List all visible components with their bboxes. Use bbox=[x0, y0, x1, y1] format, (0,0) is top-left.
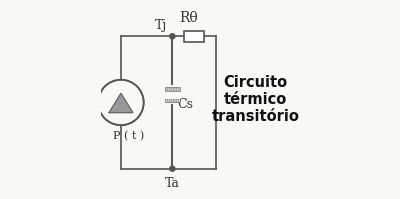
Text: Rθ: Rθ bbox=[180, 12, 198, 25]
Bar bbox=[165, 87, 180, 91]
Circle shape bbox=[170, 166, 175, 171]
Text: Ta: Ta bbox=[165, 177, 180, 190]
Text: Cs: Cs bbox=[177, 98, 193, 111]
Text: Circuito
térmico
transitório: Circuito térmico transitório bbox=[211, 75, 299, 124]
Circle shape bbox=[170, 34, 175, 39]
Polygon shape bbox=[109, 93, 133, 113]
Text: P ( t ): P ( t ) bbox=[113, 131, 144, 141]
Bar bbox=[163, 85, 182, 104]
Text: Tj: Tj bbox=[155, 19, 168, 32]
Bar bbox=[184, 31, 204, 42]
Bar bbox=[184, 31, 204, 42]
Circle shape bbox=[98, 80, 144, 125]
Bar bbox=[165, 99, 180, 102]
